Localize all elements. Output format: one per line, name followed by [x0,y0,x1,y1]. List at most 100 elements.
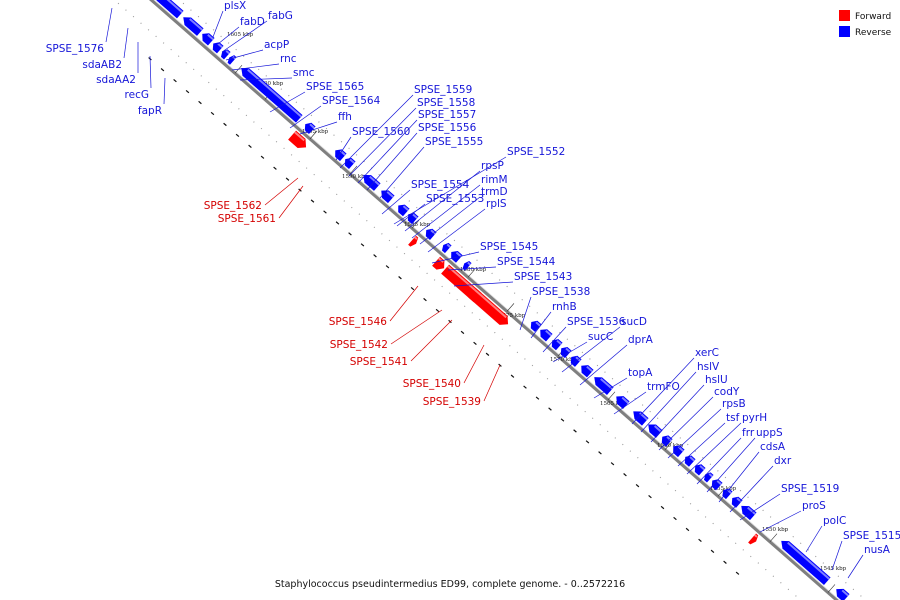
gene-label[interactable]: SPSE_1546 [329,316,388,328]
gene-label[interactable]: uppS [756,427,783,439]
gene-label[interactable]: SPSE_1543 [514,271,572,283]
forward-gene-arrow[interactable] [288,130,310,152]
scale-tick-label: 1575 kbp [499,313,526,319]
reverse-gene-arrow[interactable] [395,202,410,217]
gene-label[interactable]: pyrH [742,412,767,424]
gene-label[interactable]: rpsP [481,160,504,172]
gene-label[interactable]: SPSE_1552 [507,146,565,158]
legend-forward-swatch [839,10,850,21]
gene-label[interactable]: fabG [268,10,293,22]
gene-label[interactable]: acpP [264,39,289,51]
gene-label[interactable]: hslU [705,374,728,386]
reverse-gene-arrow[interactable] [591,373,614,395]
gene-label[interactable]: plsX [224,0,246,12]
reverse-gene-arrow[interactable] [440,241,452,254]
gene-label[interactable]: dxr [774,455,792,467]
reverse-gene-arrow[interactable] [210,40,224,54]
gene-label[interactable]: rnhB [552,301,577,313]
gene-label[interactable]: SPSE_1557 [418,109,476,121]
gene-label[interactable]: SPSE_1554 [411,179,470,191]
reverse-gene-arrow[interactable] [709,477,723,491]
gene-label[interactable]: codY [714,386,740,398]
reverse-gene-arrow[interactable] [461,260,472,271]
gene-label[interactable]: SPSE_1541 [350,356,408,368]
gene-label[interactable]: SPSE_1562 [204,200,262,212]
reverse-gene-arrow[interactable] [549,337,563,351]
forward-gene-arrow[interactable] [432,256,448,273]
gene-label[interactable]: SPSE_1515 [843,530,900,542]
gene-label[interactable]: SPSE_1542 [330,339,388,351]
forward-gene-arrow[interactable] [408,235,420,249]
reverse-gene-arrow[interactable] [692,462,706,476]
gene-label[interactable]: trmD [481,186,508,198]
gene-label[interactable]: topA [628,367,653,379]
gene-label[interactable]: hslV [697,361,720,373]
legend-reverse-label: Reverse [855,28,892,38]
gene-label[interactable]: SPSE_1545 [480,241,538,253]
gene-label[interactable]: trmFO [647,381,680,393]
gene-label[interactable]: tsf [726,412,740,424]
reverse-gene-arrow[interactable] [528,318,542,332]
reverse-gene-arrow[interactable] [729,494,743,508]
gene-label[interactable]: rnc [280,53,297,65]
gene-label[interactable]: frr [742,427,755,439]
reverse-gene-arrow[interactable] [659,433,673,447]
reverse-gene-arrow[interactable] [738,502,757,521]
reverse-gene-arrow[interactable] [180,13,204,36]
gene-label[interactable]: xerC [695,347,719,359]
reverse-gene-arrow[interactable] [238,64,303,123]
reverse-gene-arrow[interactable] [778,537,831,585]
gene-label[interactable]: proS [802,500,826,512]
gene-label[interactable]: sucC [588,331,613,343]
gene-label[interactable]: SPSE_1561 [218,213,276,225]
gene-label[interactable]: SPSE_1555 [425,136,483,148]
gene-label[interactable]: sdaAB2 [82,59,122,71]
gene-label[interactable]: SPSE_1559 [414,84,472,96]
gene-label[interactable]: SPSE_1519 [781,483,839,495]
gene-label[interactable]: SPSE_1540 [403,378,461,390]
reverse-gene-arrow[interactable] [558,345,572,359]
reverse-gene-arrow[interactable] [702,471,714,483]
reverse-gene-arrow[interactable] [682,453,696,467]
gene-label[interactable]: SPSE_1553 [426,193,484,205]
reverse-gene-arrow[interactable] [199,30,215,46]
reverse-gene-arrow[interactable] [360,171,381,191]
gene-label[interactable]: dprA [628,334,654,346]
gene-label[interactable]: SPSE_1538 [532,286,590,298]
gene-label[interactable]: polC [823,515,846,527]
gene-label[interactable]: SPSE_1564 [322,95,381,107]
gene-label[interactable]: SPSE_1544 [497,256,556,268]
gene-label[interactable]: SPSE_1558 [417,97,475,109]
reverse-gene-arrow[interactable] [578,362,594,378]
gene-label[interactable]: SPSE_1560 [352,126,410,138]
reverse-gene-arrow[interactable] [302,120,316,134]
legend-forward-label: Forward [855,12,891,22]
gene-label[interactable]: SPSE_1536 [567,316,626,328]
gene-label[interactable]: sucD [621,316,647,328]
reverse-gene-arrow[interactable] [378,187,395,204]
reverse-gene-arrow[interactable] [645,421,663,438]
forward-gene-arrow[interactable] [441,264,486,306]
gene-label[interactable]: SPSE_1576 [46,43,105,55]
gene-label[interactable]: ffh [338,111,352,123]
forward-gene-arrow[interactable] [748,533,760,546]
gene-label[interactable]: SPSE_1539 [423,396,481,408]
reverse-gene-arrow[interactable] [613,393,630,409]
forward-gene-arrow[interactable] [468,288,512,329]
gene-label[interactable]: SPSE_1556 [418,122,477,134]
gene-label[interactable]: rplS [486,198,507,210]
reverse-gene-arrow[interactable] [537,326,553,342]
reverse-gene-arrow[interactable] [219,48,231,60]
gene-label[interactable]: sdaAA2 [96,74,136,86]
gene-label[interactable]: rimM [481,174,508,186]
gene-label[interactable]: smc [293,67,315,79]
gene-label[interactable]: recG [125,89,149,101]
gene-label[interactable]: nusA [864,544,891,556]
gene-label[interactable]: SPSE_1565 [306,81,364,93]
gene-label[interactable]: fapR [138,105,162,117]
gene-label[interactable]: cdsA [760,441,786,453]
gene-label[interactable]: rpsB [722,398,746,410]
gene-label[interactable]: fabD [240,16,265,28]
reverse-gene-arrow[interactable] [833,585,850,600]
reverse-gene-arrow[interactable] [152,0,184,19]
